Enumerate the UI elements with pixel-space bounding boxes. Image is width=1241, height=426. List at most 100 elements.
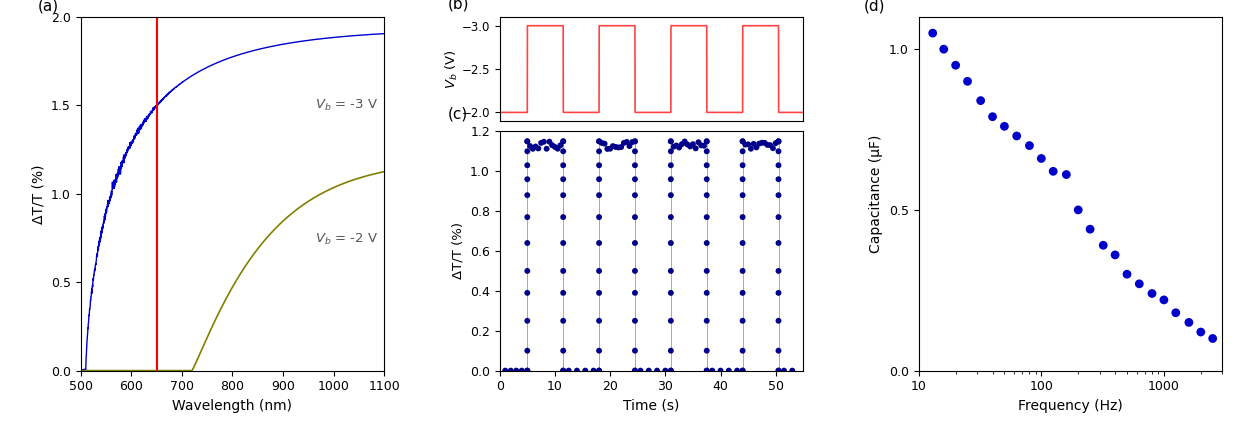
Point — [732, 176, 752, 183]
Point — [501, 367, 521, 374]
Point — [589, 317, 609, 324]
Point — [625, 162, 645, 169]
Point — [603, 143, 623, 150]
Point — [594, 140, 614, 147]
Point — [661, 347, 681, 354]
Point — [614, 139, 634, 146]
Point — [534, 138, 553, 145]
Point — [592, 140, 612, 147]
Point — [1203, 335, 1222, 342]
Point — [691, 142, 711, 149]
Point — [768, 239, 788, 246]
Point — [661, 367, 681, 374]
Point — [732, 138, 752, 145]
Point — [542, 142, 562, 149]
Point — [517, 347, 537, 354]
Point — [761, 142, 781, 149]
Point — [625, 347, 645, 354]
Point — [752, 139, 772, 146]
Point — [696, 138, 716, 145]
Point — [517, 367, 537, 374]
Point — [696, 148, 716, 155]
Point — [675, 138, 695, 145]
Point — [553, 367, 573, 374]
Point — [732, 317, 752, 324]
Point — [617, 138, 637, 145]
Point — [625, 192, 645, 199]
Point — [553, 289, 573, 296]
X-axis label: Wavelength (nm): Wavelength (nm) — [172, 399, 293, 413]
Point — [526, 143, 546, 150]
Point — [553, 176, 573, 183]
Point — [625, 214, 645, 221]
Point — [768, 192, 788, 199]
Point — [736, 141, 756, 148]
Point — [589, 148, 609, 155]
Point — [732, 347, 752, 354]
Point — [666, 142, 686, 149]
Point — [589, 268, 609, 274]
Point — [589, 239, 609, 246]
Point — [553, 148, 573, 155]
Point — [696, 192, 716, 199]
Point — [766, 140, 786, 147]
Point — [1069, 207, 1088, 213]
Point — [661, 192, 681, 199]
Point — [768, 268, 788, 274]
Point — [553, 214, 573, 221]
X-axis label: Frequency (Hz): Frequency (Hz) — [1018, 399, 1123, 413]
Point — [517, 214, 537, 221]
Point — [625, 138, 645, 145]
Point — [553, 367, 573, 374]
Point — [661, 148, 681, 155]
Point — [696, 268, 716, 274]
Point — [1154, 296, 1174, 303]
Point — [601, 145, 620, 152]
Point — [732, 148, 752, 155]
Point — [553, 192, 573, 199]
Point — [732, 289, 752, 296]
Point — [553, 138, 573, 145]
Point — [531, 139, 551, 146]
Point — [517, 138, 537, 145]
Y-axis label: ΔT/T (%): ΔT/T (%) — [452, 222, 464, 279]
Point — [768, 138, 788, 145]
Point — [612, 144, 632, 150]
Point — [517, 317, 537, 324]
Point — [1129, 280, 1149, 287]
Point — [589, 289, 609, 296]
Point — [517, 289, 537, 296]
Point — [983, 113, 1003, 120]
Point — [994, 123, 1014, 130]
Point — [696, 138, 716, 145]
Point — [495, 367, 515, 374]
Point — [1056, 171, 1076, 178]
Point — [1020, 142, 1040, 149]
Point — [750, 140, 769, 147]
Point — [755, 139, 774, 146]
Point — [517, 192, 537, 199]
Point — [1191, 328, 1211, 335]
Point — [732, 162, 752, 169]
Point — [583, 367, 603, 374]
Point — [553, 317, 573, 324]
Point — [1044, 168, 1064, 175]
Point — [625, 289, 645, 296]
Point — [625, 367, 645, 374]
Point — [933, 46, 953, 52]
Text: (c): (c) — [448, 107, 468, 122]
Point — [551, 142, 571, 149]
Point — [696, 176, 716, 183]
Point — [689, 139, 709, 146]
Point — [1006, 132, 1026, 139]
Point — [630, 367, 650, 374]
Point — [517, 176, 537, 183]
Point — [747, 144, 767, 151]
Text: (d): (d) — [864, 0, 886, 14]
Point — [923, 30, 943, 37]
Point — [576, 367, 596, 374]
Point — [678, 141, 697, 148]
Point — [522, 145, 542, 152]
Point — [661, 239, 681, 246]
X-axis label: Time (s): Time (s) — [623, 399, 680, 413]
